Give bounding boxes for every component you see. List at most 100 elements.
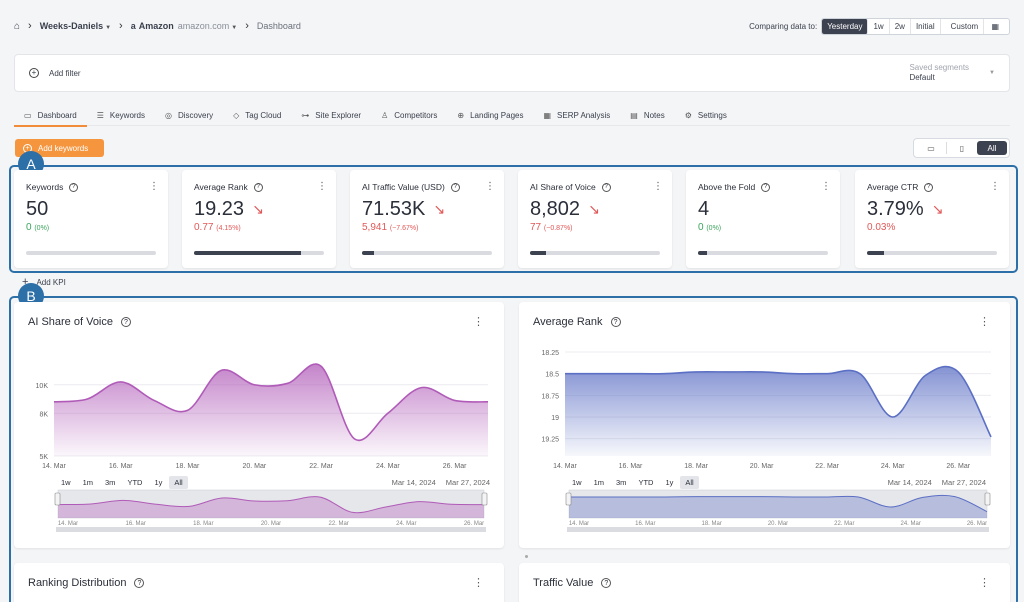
breadcrumb-site[interactable]: Amazon bbox=[138, 21, 174, 31]
tab-keywords[interactable]: ☰ Keywords bbox=[87, 106, 155, 126]
device-all-button[interactable]: All bbox=[977, 141, 1007, 155]
navigator-scrollbar bbox=[56, 527, 486, 532]
more-vertical-icon[interactable]: ⋮ bbox=[990, 181, 1000, 192]
zoom-1w[interactable]: 1w bbox=[572, 478, 582, 487]
help-icon[interactable]: ? bbox=[761, 182, 771, 192]
compare-1w[interactable]: 1w bbox=[868, 18, 890, 34]
kpi-delta: 0.77 bbox=[194, 222, 214, 233]
navigator-label: 14. Mar bbox=[58, 521, 78, 527]
breadcrumb-project[interactable]: Weeks-Daniels ▼ bbox=[40, 21, 111, 31]
range-from[interactable]: Mar 14, 2024 bbox=[391, 478, 436, 487]
more-vertical-icon[interactable]: ⋮ bbox=[485, 181, 495, 192]
tab-serp-analysis[interactable]: ▦ SERP Analysis bbox=[533, 106, 620, 126]
list-icon: ☰ bbox=[96, 111, 104, 120]
compare-initial[interactable]: Initial bbox=[911, 18, 941, 34]
compare-2w[interactable]: 2w bbox=[890, 18, 911, 34]
compare-segmented: Yesterday 1w 2w Initial Custom ▦ bbox=[821, 17, 1010, 35]
more-vertical-icon[interactable]: ⋮ bbox=[653, 181, 663, 192]
navigator-label: 22. Mar bbox=[834, 521, 854, 527]
chart-panel-ai-share-of-voice: AI Share of Voice? ⋮ 5K 8K 10K 14. Mar 16. M… bbox=[14, 302, 504, 548]
zoom-ytd[interactable]: YTD bbox=[127, 478, 143, 487]
help-icon[interactable]: ? bbox=[253, 182, 263, 192]
zoom-buttons: 1w 1m 3m YTD 1y All bbox=[56, 476, 190, 489]
zoom-1m[interactable]: 1m bbox=[593, 478, 605, 487]
more-vertical-icon[interactable]: ⋮ bbox=[979, 577, 990, 589]
kpi-card-ai-share-of-voice[interactable]: AI Share of Voice? ⋮ 8,802 ↘ 77 (−0.87%) bbox=[518, 170, 672, 268]
help-icon[interactable]: ? bbox=[450, 182, 460, 192]
kpi-delta: 5,941 bbox=[362, 222, 388, 233]
zoom-ytd[interactable]: YTD bbox=[638, 478, 654, 487]
kpi-progress bbox=[698, 251, 828, 255]
compare-yesterday[interactable]: Yesterday bbox=[822, 18, 869, 34]
help-icon[interactable]: ? bbox=[601, 182, 611, 192]
kpi-title: Keywords bbox=[26, 182, 64, 192]
kpi-card-average-ctr[interactable]: Average CTR? ⋮ 3.79% ↘ 0.03% bbox=[855, 170, 1009, 268]
help-icon[interactable]: ? bbox=[134, 578, 145, 588]
tab-notes[interactable]: ▤ Notes bbox=[620, 106, 674, 126]
kpi-title: AI Traffic Value (USD) bbox=[362, 182, 445, 192]
kpi-card-average-rank[interactable]: Average Rank? ⋮ 19.23 ↘ 0.77 (4.15%) bbox=[182, 170, 336, 268]
tab-competitors[interactable]: ♙ Competitors bbox=[371, 106, 447, 126]
navigator-handle-right bbox=[481, 492, 488, 506]
more-vertical-icon[interactable]: ⋮ bbox=[979, 316, 990, 328]
chevron-down-icon[interactable]: ▼ bbox=[989, 70, 995, 76]
add-kpi-button[interactable]: + Add KPI bbox=[22, 276, 66, 288]
resize-handle[interactable] bbox=[525, 555, 528, 558]
saved-segments-select[interactable]: Saved segments Default bbox=[909, 63, 969, 84]
breadcrumb-domain[interactable]: amazon.com ▼ bbox=[178, 21, 237, 31]
kpi-title: Above the Fold bbox=[698, 182, 756, 192]
tab-site-explorer[interactable]: ⊶ Site Explorer bbox=[291, 106, 371, 126]
tab-tag-cloud[interactable]: ◇ Tag Cloud bbox=[223, 106, 291, 126]
x-tick-label: 24. Mar bbox=[376, 463, 400, 470]
desktop-icon[interactable]: ▭ bbox=[927, 143, 935, 153]
help-icon[interactable]: ? bbox=[610, 317, 621, 327]
range-to[interactable]: Mar 27, 2024 bbox=[445, 478, 490, 487]
home-icon[interactable]: ⌂ bbox=[14, 20, 21, 32]
tab-label: Notes bbox=[643, 111, 665, 120]
help-icon[interactable]: ? bbox=[601, 578, 612, 588]
tab-label: Dashboard bbox=[37, 111, 77, 120]
zoom-all[interactable]: All bbox=[169, 476, 188, 489]
zoom-3m[interactable]: 3m bbox=[616, 478, 627, 487]
chart-title: Average Rank bbox=[533, 316, 603, 328]
kpi-card-above-the-fold[interactable]: Above the Fold? ⋮ 4 0 (0%) bbox=[686, 170, 840, 268]
add-filter-button[interactable]: + Add filter bbox=[29, 68, 81, 78]
x-tick-label: 18. Mar bbox=[176, 463, 200, 470]
kpi-progress bbox=[362, 251, 492, 255]
zoom-1y[interactable]: 1y bbox=[154, 478, 163, 487]
kpi-value: 19.23 bbox=[194, 198, 245, 220]
help-icon[interactable]: ? bbox=[924, 182, 934, 192]
more-vertical-icon[interactable]: ⋮ bbox=[473, 316, 484, 328]
tab-landing-pages[interactable]: ⊕ Landing Pages bbox=[447, 106, 533, 126]
more-vertical-icon[interactable]: ⋮ bbox=[821, 181, 831, 192]
zoom-3m[interactable]: 3m bbox=[105, 478, 116, 487]
more-vertical-icon[interactable]: ⋮ bbox=[149, 181, 159, 192]
chevron-right-icon: › bbox=[28, 20, 32, 32]
x-tick-label: 20. Mar bbox=[242, 463, 266, 470]
more-vertical-icon[interactable]: ⋮ bbox=[473, 577, 484, 589]
kpi-card-ai-traffic-value[interactable]: AI Traffic Value (USD)? ⋮ 71.53K ↘ 5,941 … bbox=[350, 170, 504, 268]
help-icon[interactable]: ? bbox=[69, 182, 79, 192]
x-tick-label: 14. Mar bbox=[553, 463, 577, 470]
kpi-card-keywords[interactable]: Keywords? ⋮ 50 0 (0%) bbox=[14, 170, 168, 268]
zoom-1y[interactable]: 1y bbox=[665, 478, 674, 487]
tab-dashboard[interactable]: ▭ Dashboard bbox=[14, 106, 87, 127]
more-vertical-icon[interactable]: ⋮ bbox=[317, 181, 327, 192]
y-tick-label: 18.5 bbox=[545, 372, 559, 379]
zoom-1w[interactable]: 1w bbox=[61, 478, 71, 487]
tab-discovery[interactable]: ◎ Discovery bbox=[155, 106, 223, 126]
range-from[interactable]: Mar 14, 2024 bbox=[887, 478, 932, 487]
zoom-1m[interactable]: 1m bbox=[82, 478, 94, 487]
compare-custom[interactable]: Custom ▦ bbox=[941, 18, 1009, 34]
help-icon[interactable]: ? bbox=[121, 317, 131, 327]
tag-icon: ◇ bbox=[233, 111, 240, 120]
zoom-all[interactable]: All bbox=[680, 476, 699, 489]
navigator-label: 26. Mar bbox=[967, 521, 987, 527]
range-to[interactable]: Mar 27, 2024 bbox=[941, 478, 986, 487]
tab-settings[interactable]: ⚙ Settings bbox=[675, 106, 737, 126]
series-line bbox=[53, 363, 489, 442]
add-kpi-label: Add KPI bbox=[36, 277, 66, 287]
mobile-icon[interactable]: ▯ bbox=[959, 143, 965, 153]
plus-icon: + bbox=[22, 276, 29, 288]
x-tick-label: 22. Mar bbox=[815, 463, 839, 470]
